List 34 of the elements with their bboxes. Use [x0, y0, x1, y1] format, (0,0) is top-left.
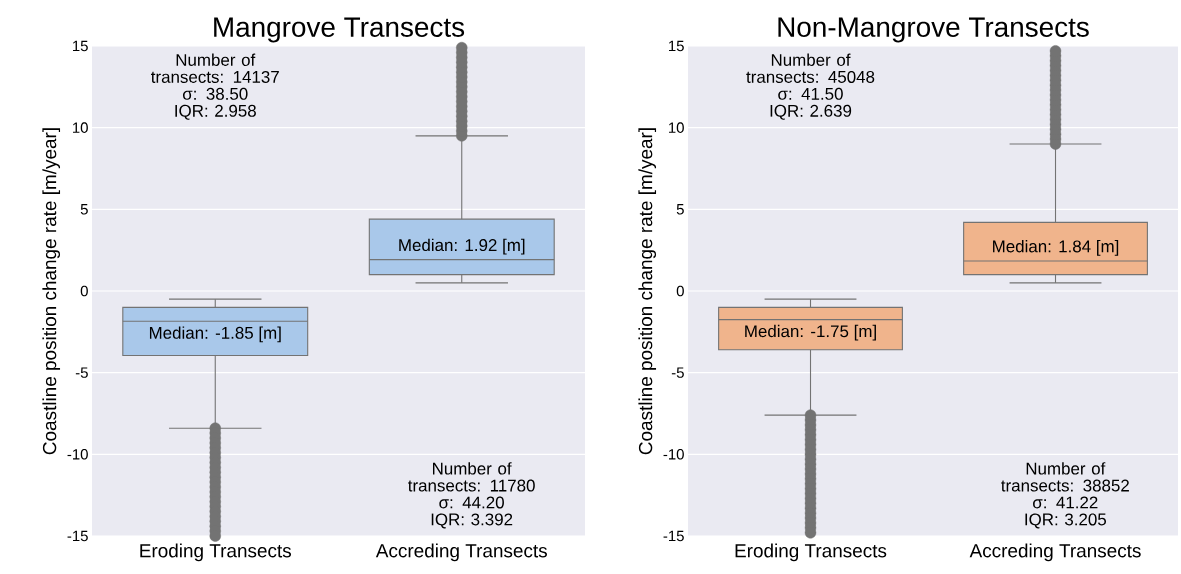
y-tick-label: -5: [75, 367, 88, 378]
y-tick-label: 0: [80, 285, 88, 297]
y-tick-label: 15: [669, 40, 684, 52]
annotation: σ: 44.20: [439, 496, 504, 509]
annotation: Median: -1.85 [m]: [149, 326, 281, 343]
annotation: σ: 41.50: [778, 87, 843, 100]
x-tick-label: Eroding Transects: [735, 543, 887, 562]
y-tick-label: -10: [67, 449, 88, 460]
annotation: IQR: 3.392: [431, 513, 513, 529]
annotation: IQR: 2.958: [175, 104, 256, 120]
y-tick-label: -10: [663, 449, 684, 460]
y-tick-label: 5: [80, 204, 88, 215]
x-tick-label: Eroding Transects: [140, 543, 292, 562]
annotation: Median: -1.75 [m]: [745, 324, 876, 341]
y-axis-title: Coastline position change rate [m/year]: [42, 128, 61, 455]
y-tick-label: 10: [669, 122, 684, 133]
annotation: IQR: 2.639: [770, 104, 852, 120]
annotation: Median: 1.84 [m]: [993, 239, 1119, 256]
y-tick-label: 5: [676, 204, 684, 215]
annotation: IQR: 3.205: [1025, 513, 1107, 529]
x-tick-label: Accreding Transects: [375, 543, 547, 562]
annotation: Median: 1.92 [m]: [399, 238, 525, 255]
y-tick-label: 15: [73, 40, 88, 52]
y-tick-label: -15: [67, 530, 88, 542]
y-tick-label: 0: [676, 285, 684, 297]
y-axis-title: Coastline position change rate [m/year]: [638, 128, 657, 455]
y-tick-label: -15: [663, 530, 684, 542]
y-tick-label: -5: [671, 367, 684, 378]
annotation: σ: 38.50: [182, 87, 248, 100]
chart-title: Non-Mangrove Transects: [778, 17, 1089, 43]
chart-title: Mangrove Transects: [214, 17, 465, 43]
y-tick-label: 10: [73, 122, 88, 133]
x-tick-label: Accreding Transects: [969, 543, 1141, 562]
annotation: σ: 41.22: [1033, 496, 1098, 509]
